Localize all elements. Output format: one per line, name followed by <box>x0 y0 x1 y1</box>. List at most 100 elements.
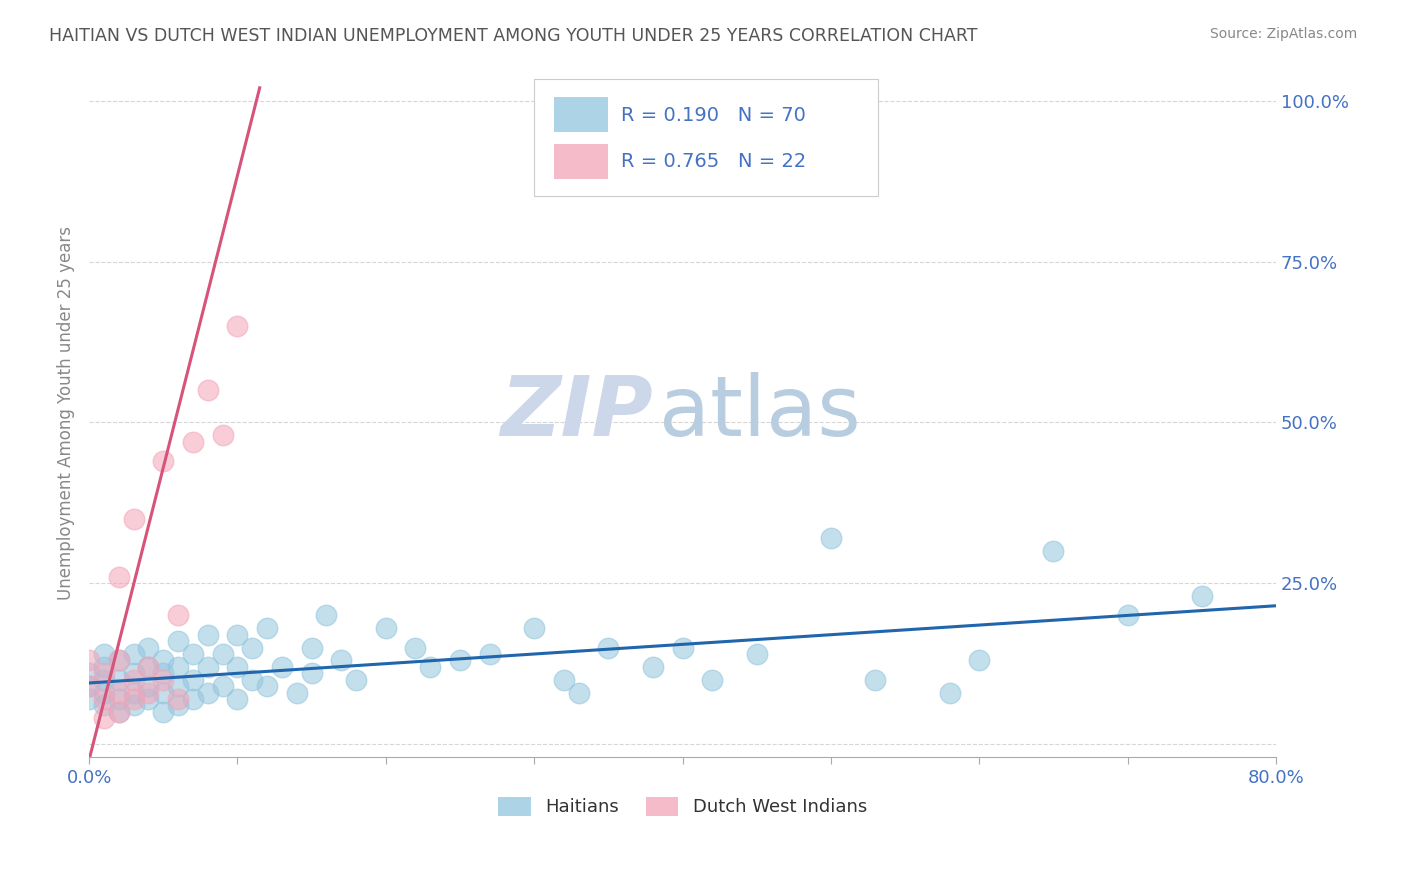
Point <box>93 692 115 706</box>
Point <box>93 666 115 681</box>
Point <box>107 692 129 706</box>
Text: atlas: atlas <box>659 372 860 453</box>
Point <box>938 685 960 699</box>
Point <box>77 679 100 693</box>
Point <box>93 673 115 687</box>
Point <box>404 640 426 655</box>
Text: HAITIAN VS DUTCH WEST INDIAN UNEMPLOYMENT AMONG YOUTH UNDER 25 YEARS CORRELATION: HAITIAN VS DUTCH WEST INDIAN UNEMPLOYMEN… <box>49 27 977 45</box>
Point <box>93 660 115 674</box>
Point <box>167 698 190 713</box>
Point <box>138 660 160 674</box>
Point <box>77 653 100 667</box>
Point <box>167 692 190 706</box>
Point <box>138 679 160 693</box>
Point <box>271 660 294 674</box>
Point <box>197 628 219 642</box>
Point <box>226 660 249 674</box>
Point <box>256 621 278 635</box>
Point <box>77 692 100 706</box>
Point <box>197 685 219 699</box>
Point <box>93 711 115 725</box>
Point <box>122 692 145 706</box>
Point <box>419 660 441 674</box>
Text: R = 0.190   N = 70: R = 0.190 N = 70 <box>621 106 806 125</box>
Point <box>315 608 337 623</box>
Point <box>226 628 249 642</box>
Point <box>167 679 190 693</box>
Point <box>167 634 190 648</box>
Point <box>301 640 323 655</box>
Point <box>152 653 174 667</box>
Point <box>107 705 129 719</box>
Point <box>240 673 263 687</box>
Point <box>152 673 174 687</box>
Point <box>197 383 219 397</box>
Point <box>122 512 145 526</box>
Point <box>1042 544 1064 558</box>
Point <box>122 685 145 699</box>
Point <box>285 685 308 699</box>
Point <box>93 685 115 699</box>
Point <box>93 698 115 713</box>
Point <box>598 640 620 655</box>
Point <box>226 318 249 333</box>
Point <box>181 647 204 661</box>
Point <box>745 647 768 661</box>
Point <box>197 660 219 674</box>
Point <box>211 647 233 661</box>
Point <box>138 685 160 699</box>
Point <box>107 570 129 584</box>
Y-axis label: Unemployment Among Youth under 25 years: Unemployment Among Youth under 25 years <box>58 226 75 599</box>
Point <box>122 647 145 661</box>
Point <box>211 679 233 693</box>
Point <box>107 705 129 719</box>
Point <box>702 673 724 687</box>
Point <box>1116 608 1139 623</box>
Text: Source: ZipAtlas.com: Source: ZipAtlas.com <box>1209 27 1357 41</box>
Point <box>122 673 145 687</box>
Bar <box>554 96 607 132</box>
Point <box>152 685 174 699</box>
Point <box>138 692 160 706</box>
Point <box>152 666 174 681</box>
Point <box>122 698 145 713</box>
Point <box>107 653 129 667</box>
Point <box>181 692 204 706</box>
Point <box>344 673 367 687</box>
Point <box>152 705 174 719</box>
Point <box>138 640 160 655</box>
Point <box>641 660 664 674</box>
Point <box>226 692 249 706</box>
Point <box>865 673 887 687</box>
Point <box>330 653 353 667</box>
Point <box>553 673 575 687</box>
Point <box>181 434 204 449</box>
Point <box>181 673 204 687</box>
Point <box>167 660 190 674</box>
Point <box>122 666 145 681</box>
Point <box>967 653 990 667</box>
Point <box>138 660 160 674</box>
Point <box>449 653 471 667</box>
Text: ZIP: ZIP <box>501 372 652 453</box>
Text: R = 0.765   N = 22: R = 0.765 N = 22 <box>621 153 806 171</box>
Point <box>77 679 100 693</box>
Point <box>568 685 591 699</box>
Point <box>478 647 501 661</box>
Point <box>820 531 842 545</box>
Point <box>1191 589 1213 603</box>
Point <box>240 640 263 655</box>
Point <box>211 428 233 442</box>
Point <box>77 666 100 681</box>
Point <box>523 621 546 635</box>
Point <box>256 679 278 693</box>
Point <box>152 454 174 468</box>
Bar <box>554 144 607 179</box>
Point <box>374 621 396 635</box>
Point <box>301 666 323 681</box>
Point <box>93 647 115 661</box>
Legend: Haitians, Dutch West Indians: Haitians, Dutch West Indians <box>491 789 875 823</box>
Point <box>107 673 129 687</box>
Point <box>107 685 129 699</box>
Point <box>167 608 190 623</box>
